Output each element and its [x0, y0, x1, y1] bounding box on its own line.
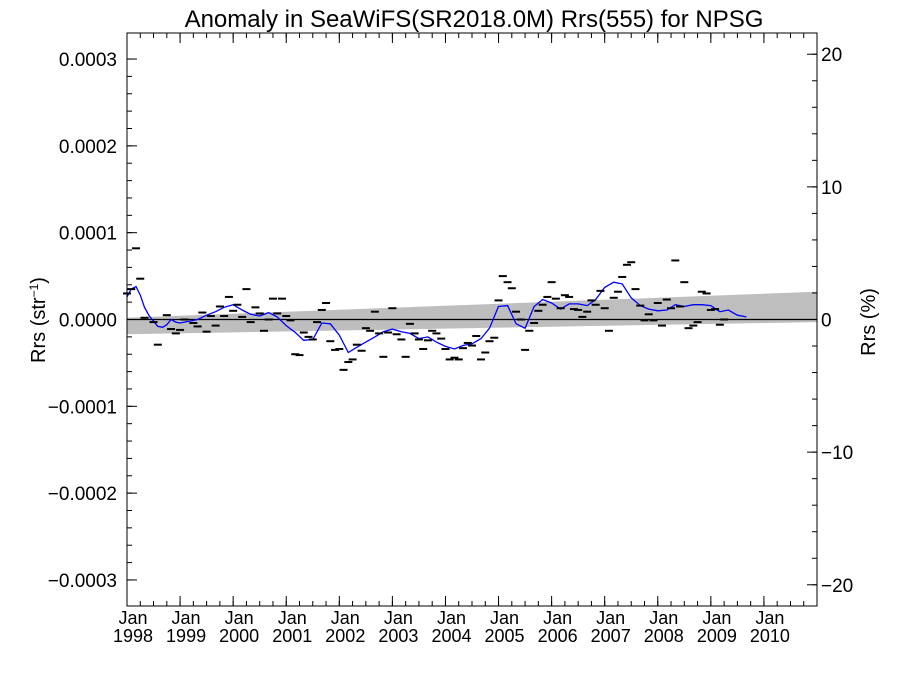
- trend-band-layer: [127, 291, 817, 335]
- y-tick-label: 0.0003: [59, 50, 117, 71]
- x-tick-month-label: Jan: [649, 608, 678, 628]
- x-tick-year-label: 2002: [325, 626, 365, 646]
- y-tick-label: 0.0001: [59, 224, 117, 245]
- left-axis-label: Rrs (str−1): [27, 277, 50, 363]
- x-tick-month-label: Jan: [543, 608, 572, 628]
- y-tick-label: −0.0003: [48, 571, 117, 592]
- y2-tick-label: 20: [821, 45, 842, 66]
- y-tick-label: 0.0002: [59, 137, 117, 158]
- x-tick-year-label: 2001: [272, 626, 312, 646]
- y-tick-label: −0.0001: [48, 397, 117, 418]
- x-tick-month-label: Jan: [278, 608, 307, 628]
- x-tick-month-label: Jan: [118, 608, 147, 628]
- x-tick-year-label: 2005: [485, 626, 525, 646]
- x-tick-month-label: Jan: [490, 608, 519, 628]
- right-axis-ticks: −20 −10 0 10 20: [807, 45, 853, 597]
- x-tick-month-label: Jan: [702, 608, 731, 628]
- x-tick-year-label: 2008: [644, 626, 684, 646]
- x-tick-year-label: 2004: [431, 626, 471, 646]
- x-tick-month-label: Jan: [225, 608, 254, 628]
- x-tick-year-label: 2003: [378, 626, 418, 646]
- right-axis-label: Rrs (%): [858, 288, 880, 356]
- x-tick-year-label: 1999: [166, 626, 206, 646]
- x-tick-year-label: 2007: [591, 626, 631, 646]
- x-axis-ticks: Jan1998Jan1999Jan2000Jan2001Jan2002Jan20…: [113, 33, 818, 646]
- left-axis-ticks: −0.0003 −0.0002 −0.0001 0.0000 0.0001 0.0002 0…: [48, 50, 137, 592]
- x-tick-month-label: Jan: [331, 608, 360, 628]
- y2-tick-label: 0: [821, 311, 832, 332]
- x-tick-year-label: 1998: [113, 626, 153, 646]
- smoothed-series-line: [126, 281, 747, 354]
- y-tick-label: −0.0002: [48, 484, 117, 505]
- x-tick-month-label: Jan: [172, 608, 201, 628]
- monthly-anomaly-layer: [123, 247, 729, 371]
- chart-title: Anomaly in SeaWiFS(SR2018.0M) Rrs(555) f…: [185, 6, 764, 33]
- y2-tick-label: −10: [821, 443, 853, 464]
- y-tick-label: 0.0000: [59, 311, 117, 332]
- y2-tick-label: −20: [821, 576, 853, 597]
- x-tick-month-label: Jan: [437, 608, 466, 628]
- x-tick-year-label: 2000: [219, 626, 259, 646]
- trend-confidence-band: [127, 291, 817, 335]
- x-tick-month-label: Jan: [596, 608, 625, 628]
- x-tick-month-label: Jan: [384, 608, 413, 628]
- smoothed-series-layer: [126, 281, 747, 354]
- x-tick-month-label: Jan: [755, 608, 784, 628]
- y2-tick-label: 10: [821, 178, 842, 199]
- x-tick-year-label: 2010: [750, 626, 790, 646]
- x-tick-year-label: 2006: [538, 626, 578, 646]
- x-tick-year-label: 2009: [697, 626, 737, 646]
